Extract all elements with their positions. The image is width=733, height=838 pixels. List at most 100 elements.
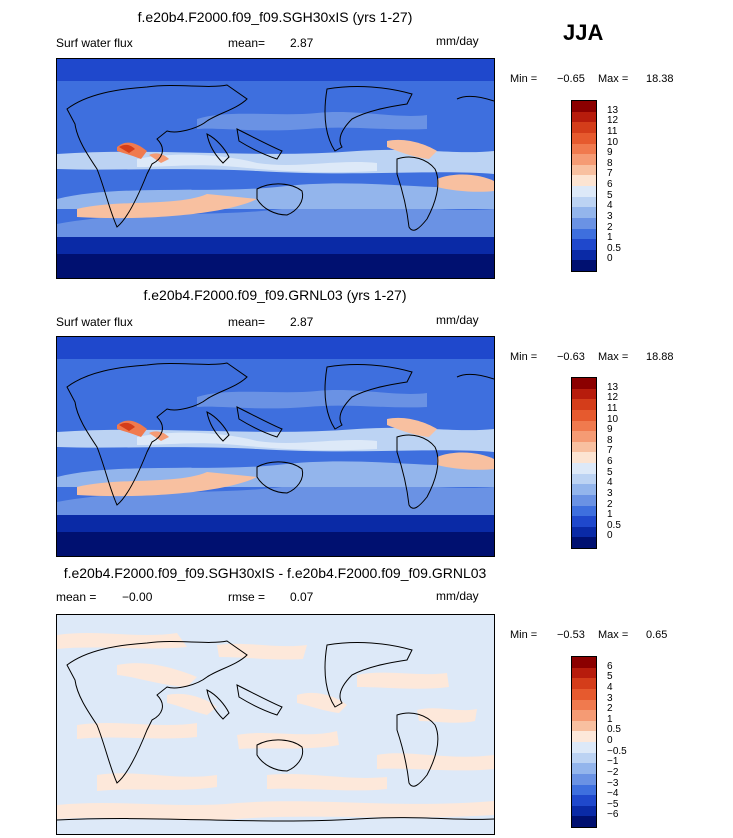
panel1-colorbar-segment <box>572 207 596 218</box>
panel2-colorbar-label: 6 <box>607 456 613 467</box>
panel3-units: mm/day <box>436 589 479 603</box>
panel3-colorbar-segment <box>572 688 596 700</box>
panel2-colorbar-label: 9 <box>607 424 613 436</box>
panel2-colorbar-label: 7 <box>607 445 613 457</box>
panel3-colorbar-label: 1 <box>607 713 613 725</box>
panel1-colorbar-segment <box>572 143 596 155</box>
panel1-min-label: Min = <box>510 73 538 85</box>
panel2-min-value: −0.63 <box>557 351 585 363</box>
panel1-title: f.e20b4.F2000.f09_f09.SGH30xIS (yrs 1-27… <box>137 9 413 25</box>
panel2-colorbar: 13 12 11 10 9 8 7 6 5 4 3 2 1 0.5 0 <box>571 377 621 549</box>
panel2-variable: Surf water flux <box>56 315 133 329</box>
panel2-colorbar-segment <box>572 399 596 410</box>
panel3-map-svg <box>57 615 494 834</box>
panel3-colorbar-label: −4 <box>607 788 619 800</box>
panel3-colorbar-segment <box>572 805 596 817</box>
panel3-max-value: 0.65 <box>646 629 668 641</box>
panel1-colorbar-segment <box>572 122 596 133</box>
panel2-colorbar-label: 8 <box>607 434 613 446</box>
panel2-colorbar-segment <box>572 441 596 453</box>
panel1-colorbar-segment <box>572 186 596 197</box>
panel2-colorbar-label: 5 <box>607 466 613 478</box>
panel1-colorbar-label: 1 <box>607 232 613 244</box>
panel2-colorbar-label: 2 <box>607 498 613 510</box>
panel3-colorbar-label: −2 <box>607 766 619 778</box>
panel3-colorbar-label: 5 <box>607 671 613 683</box>
panel2-colorbar-segment <box>572 537 596 548</box>
panel3-colorbar: 6 5 4 3 2 1 0.5 0 −0.5 −1 −2 −3 −4 −5 −6 <box>571 656 627 828</box>
panel3-colorbar-segment <box>572 795 596 806</box>
panel3-colorbar-label: −5 <box>607 798 619 810</box>
panel2-colorbar-segment <box>572 463 596 474</box>
panel3-colorbar-label: 3 <box>607 692 613 704</box>
panel3-rmse-value: 0.07 <box>290 590 314 604</box>
panel2-mean-value: 2.87 <box>290 315 314 329</box>
panel1-colorbar-label: 8 <box>607 157 613 169</box>
panel2-units: mm/day <box>436 313 479 327</box>
panel2-colorbar-label: 3 <box>607 487 613 499</box>
panel1-colorbar-segment <box>572 228 596 240</box>
panel2-colorbar-label: 12 <box>607 392 619 404</box>
panel1-mean-value: 2.87 <box>290 36 314 50</box>
panel1-max-value: 18.38 <box>646 73 674 85</box>
panel1-colorbar-segment <box>572 164 596 176</box>
panel2-colorbar-label: 4 <box>607 477 613 489</box>
panel2-colorbar-label: 10 <box>607 413 619 425</box>
panel3-colorbar-label: 2 <box>607 703 613 715</box>
panel3-colorbar-segment <box>572 667 596 679</box>
panel2-colorbar-segment <box>572 484 596 495</box>
panel3-colorbar-segment <box>572 816 596 827</box>
panel1-min-value: −0.65 <box>557 73 585 85</box>
panel3-colorbar-segment <box>572 720 596 732</box>
panel3-map <box>56 614 495 835</box>
season-label: JJA <box>563 20 604 45</box>
panel1-colorbar-label: 13 <box>607 104 619 116</box>
panel3-min-label: Min = <box>510 629 538 641</box>
panel1-variable: Surf water flux <box>56 36 133 50</box>
panel2-colorbar-segment <box>572 420 596 432</box>
panel1-colorbar-segment <box>572 111 596 123</box>
panel3-mean-value: −0.00 <box>122 590 153 604</box>
panel2-colorbar-label: 0 <box>607 530 613 542</box>
panel1-colorbar-label: 6 <box>607 179 613 190</box>
panel3-colorbar-label: 6 <box>607 660 613 672</box>
panel2-colorbar-segment <box>572 526 596 538</box>
panel1-colorbar-label: 2 <box>607 221 613 233</box>
panel2-colorbar-segment <box>572 388 596 400</box>
panel1-colorbar-label: 10 <box>607 136 619 148</box>
panel3-colorbar-segment <box>572 742 596 753</box>
panel1-units: mm/day <box>436 34 479 48</box>
panel2-colorbar-label: 1 <box>607 509 613 521</box>
panel1-map <box>56 58 495 279</box>
panel1-colorbar-segment <box>572 217 596 229</box>
panel3-colorbar-label: −3 <box>607 777 619 789</box>
panel1-colorbar-label: 0.5 <box>607 242 621 254</box>
panel2-colorbar-label: 0.5 <box>607 519 621 531</box>
panel2-mean-label: mean= <box>228 315 266 329</box>
panel3-max-label: Max = <box>598 629 629 641</box>
panel1-mean-label: mean= <box>228 36 266 50</box>
panel3-colorbar-label: −6 <box>607 809 619 821</box>
panel3-colorbar-segment <box>572 699 596 711</box>
panel1-colorbar-segment <box>572 239 596 250</box>
panel2-title: f.e20b4.F2000.f09_f09.GRNL03 (yrs 1-27) <box>143 287 407 303</box>
panel3-colorbar-label: 0 <box>607 735 613 746</box>
panel2-max-value: 18.88 <box>646 351 674 363</box>
panel3-colorbar-segment <box>572 657 596 668</box>
panel1-colorbar: 13 12 11 10 9 8 7 6 5 4 3 2 1 0.5 0 <box>571 100 621 272</box>
panel2-map-svg <box>57 337 494 556</box>
panel1-colorbar-segment <box>572 196 596 208</box>
panel3-min-value: −0.53 <box>557 629 585 641</box>
panel3-colorbar-segment <box>572 710 596 721</box>
panel2-colorbar-segment <box>572 516 596 527</box>
panel3-title: f.e20b4.F2000.f09_f09.SGH30xIS - f.e20b4… <box>63 565 487 581</box>
panel1-colorbar-label: 5 <box>607 189 613 201</box>
panel2-colorbar-segment <box>572 505 596 517</box>
panel3-colorbar-label: −0.5 <box>607 745 627 757</box>
panel3-colorbar-label: 4 <box>607 681 613 693</box>
panel2-colorbar-segment <box>572 409 596 421</box>
panel2-map <box>56 336 495 557</box>
panel2-colorbar-label: 11 <box>607 402 618 414</box>
panel3-rmse-label: rmse = <box>228 590 266 604</box>
panel1-colorbar-label: 4 <box>607 200 613 212</box>
